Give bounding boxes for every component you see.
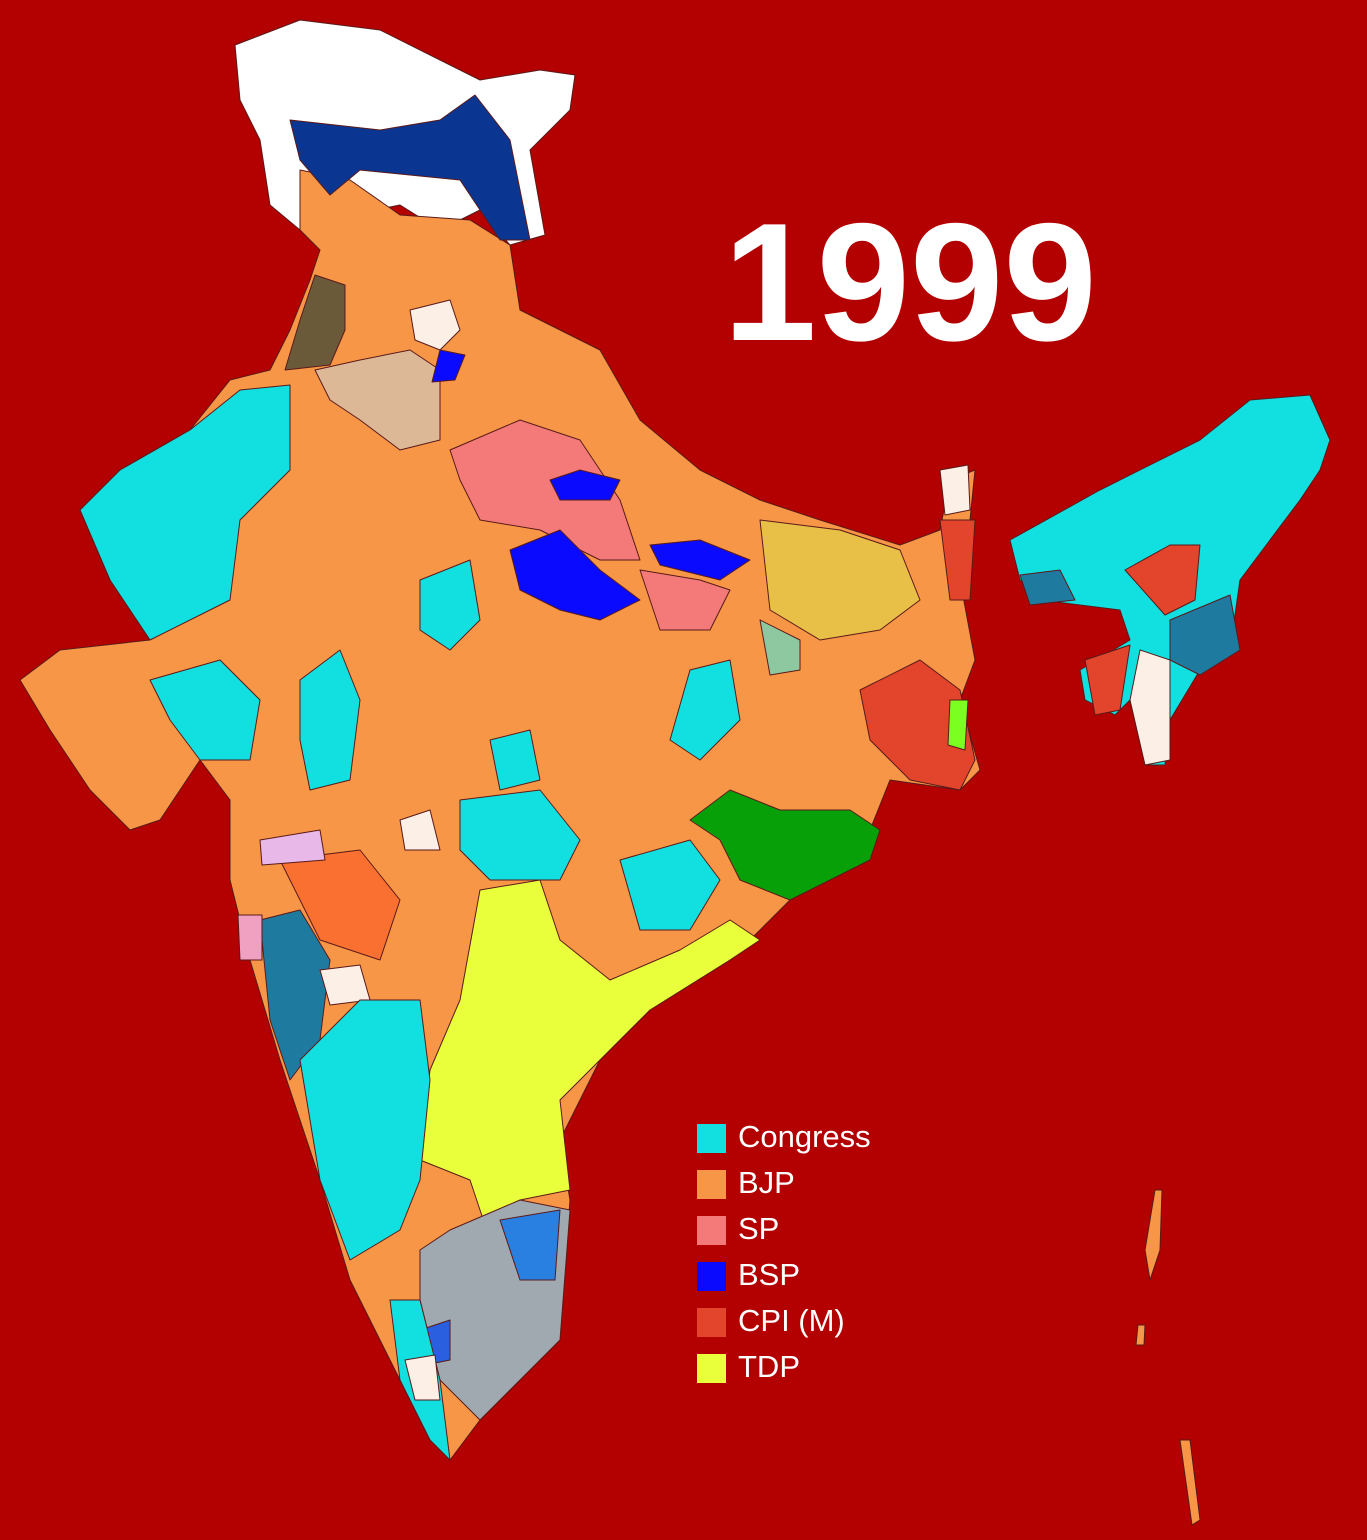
legend-swatch (697, 1216, 726, 1245)
region (1084, 644, 1131, 716)
legend-label: Congress (738, 1119, 871, 1154)
region (549, 469, 621, 501)
region (759, 519, 921, 641)
region (237, 914, 263, 961)
region (1169, 594, 1241, 676)
region (149, 659, 261, 761)
region (289, 94, 531, 241)
legend-swatch (697, 1170, 726, 1199)
region (759, 619, 801, 676)
map-title: 1999 (723, 188, 1097, 376)
legend-label: SP (738, 1211, 779, 1246)
legend-label: TDP (738, 1349, 800, 1384)
region (459, 789, 581, 881)
region (939, 519, 976, 601)
legend-label: CPI (M) (738, 1303, 845, 1338)
region (1179, 1439, 1201, 1526)
region (259, 829, 326, 866)
region (1124, 544, 1201, 616)
region (1129, 649, 1171, 766)
region (1144, 1189, 1163, 1281)
legend-label: BSP (738, 1257, 800, 1292)
region (314, 349, 441, 451)
region (639, 569, 731, 631)
legend-swatch (697, 1262, 726, 1291)
region (509, 529, 641, 621)
legend: Congress BJP SP BSP CPI (M) TDP (697, 1119, 871, 1384)
region (1135, 1324, 1146, 1346)
region (669, 659, 741, 761)
legend-swatch (697, 1308, 726, 1337)
legend-swatch (697, 1354, 726, 1383)
region (404, 1354, 441, 1401)
region (284, 274, 346, 371)
region (619, 839, 721, 931)
region (419, 559, 481, 651)
region (689, 789, 881, 901)
legend-label: BJP (738, 1165, 795, 1200)
region (279, 849, 401, 961)
legend-swatch (697, 1124, 726, 1153)
region (449, 419, 641, 561)
region (649, 539, 751, 581)
region (1019, 569, 1076, 606)
region (299, 999, 431, 1261)
region (409, 299, 461, 351)
region (399, 809, 441, 851)
region (489, 729, 541, 791)
region (431, 349, 466, 383)
region (499, 1209, 561, 1281)
region (299, 649, 361, 791)
region (939, 464, 971, 516)
region (79, 384, 291, 641)
region (859, 659, 976, 791)
region (947, 699, 969, 751)
